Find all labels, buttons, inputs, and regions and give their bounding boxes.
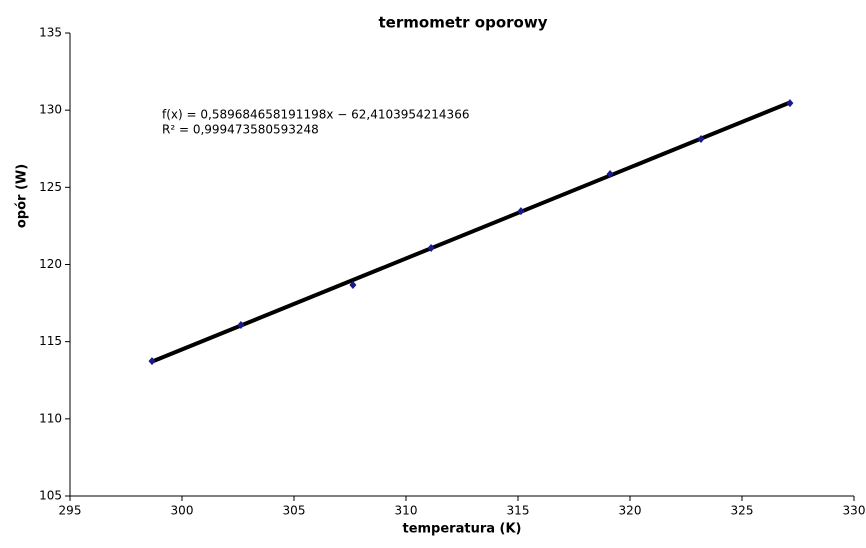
data-point [349,281,357,290]
y-tick-label: 115 [39,334,62,348]
x-tick-label: 310 [395,504,418,518]
trend-equation: f(x) = 0,589684658191198x − 62,410395421… [162,108,469,122]
x-tick-label: 300 [171,504,194,518]
trend-r-squared: R² = 0,999473580593248 [162,123,319,137]
chart-title: termometr oporowy [379,14,548,32]
x-tick-label: 325 [731,504,754,518]
x-tick-label: 295 [59,504,82,518]
y-axis-label: opór (W) [15,164,30,228]
data-point [517,207,525,216]
x-tick-label: 330 [843,504,866,518]
data-point [786,99,794,108]
data-point [148,357,156,366]
y-tick-label: 120 [39,257,62,271]
y-tick-label: 105 [39,489,62,503]
data-point [606,170,614,179]
trendline [151,100,791,364]
data-point [427,243,435,252]
y-tick-label: 110 [39,411,62,425]
y-tick-label: 135 [39,26,62,40]
x-tick-label: 305 [283,504,306,518]
y-tick-label: 130 [39,103,62,117]
x-axis-label: temperatura (K) [402,522,521,537]
y-tick-label: 125 [39,180,62,194]
x-tick-label: 320 [619,504,642,518]
data-point [697,135,705,144]
x-tick-label: 315 [507,504,530,518]
data-point [237,320,245,329]
